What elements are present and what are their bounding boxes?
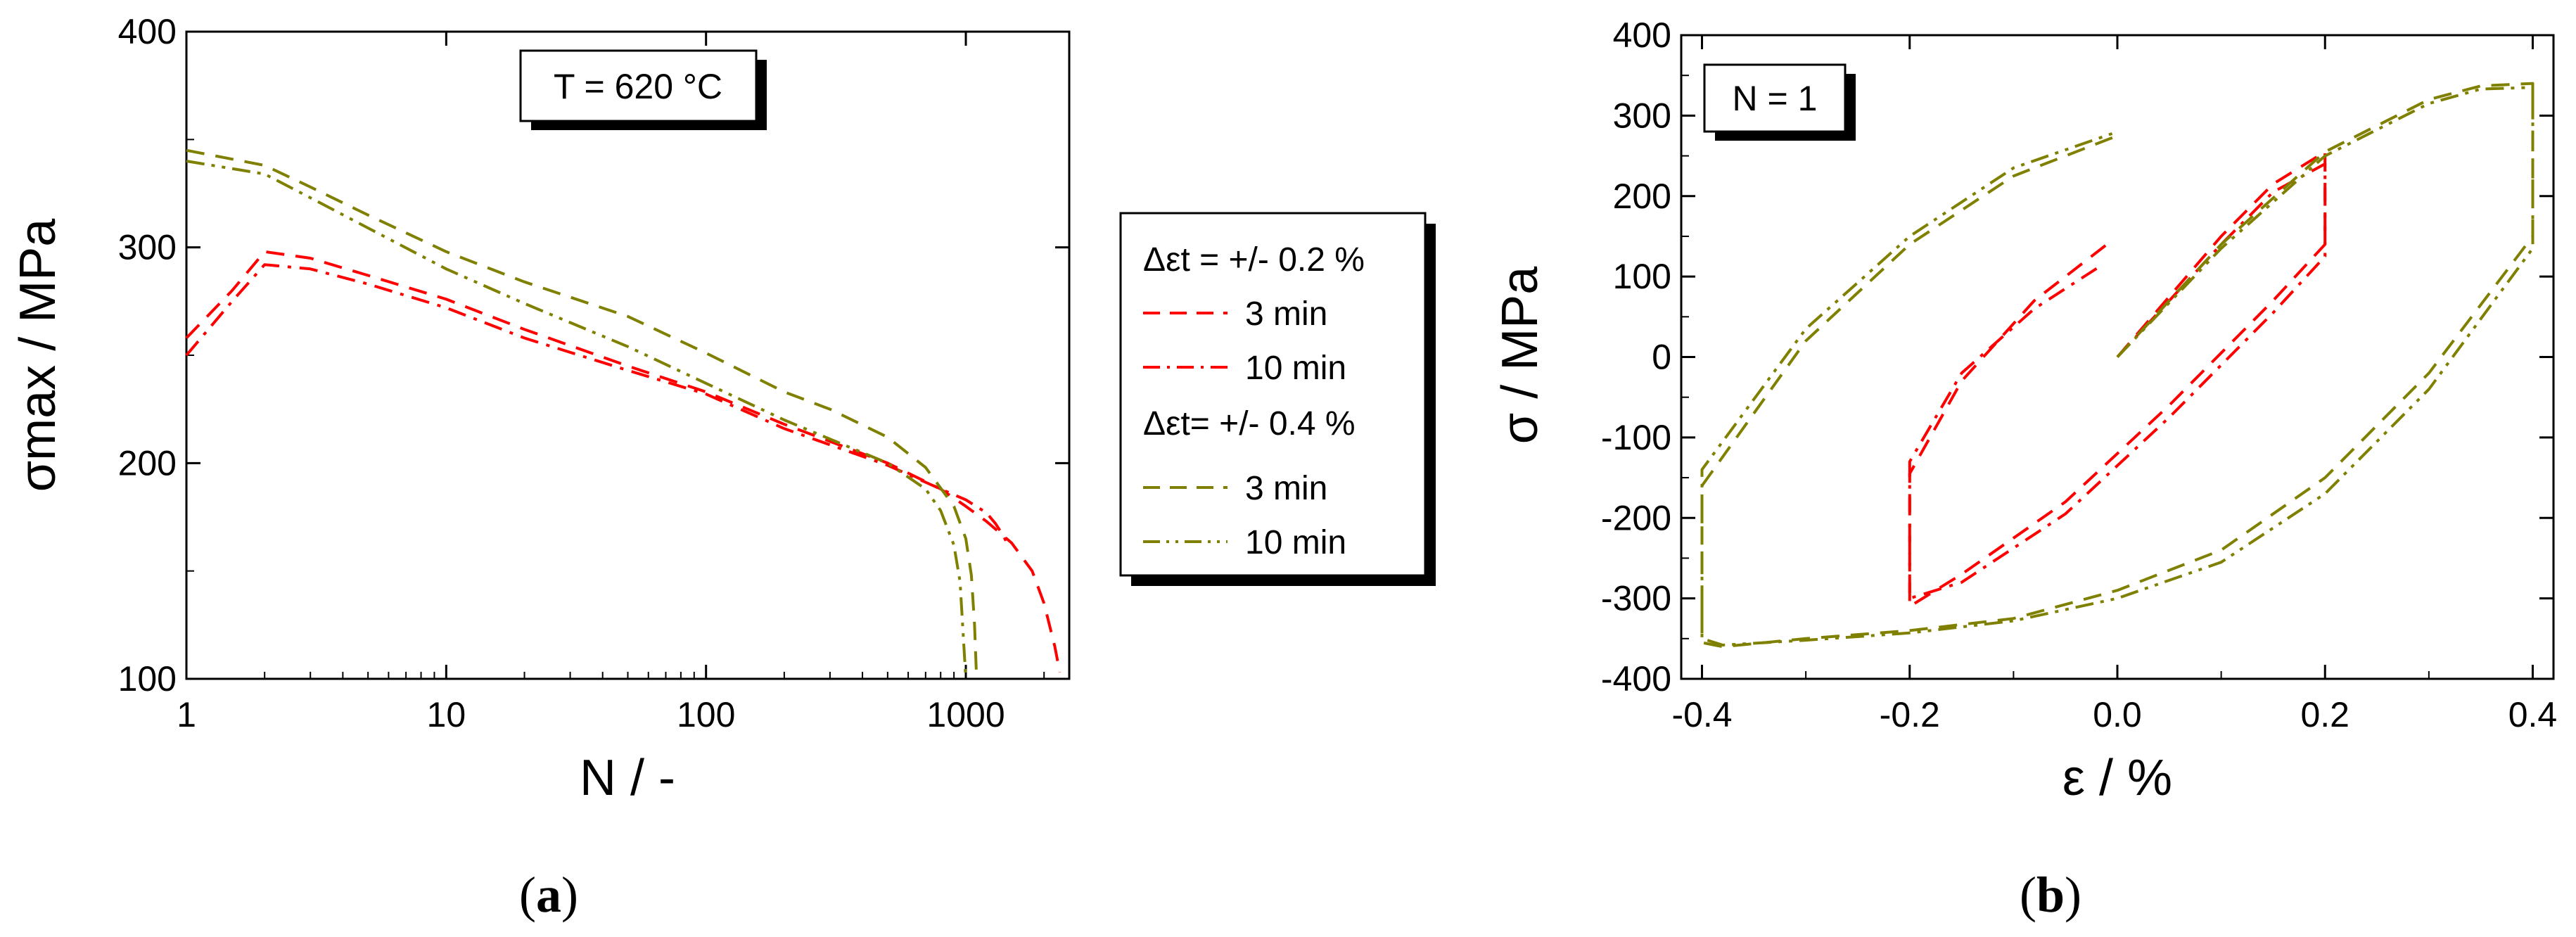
axis-ticks-a	[185, 30, 1069, 680]
y-tick-label-b-0: -400	[1601, 659, 1671, 699]
annotation-b: N = 1	[1703, 63, 1856, 141]
tick-labels-b: -0.4 -0.2 0.0 0.2 0.4 -400 -300 -200 -100 0 100 200…	[1601, 15, 2557, 734]
series-line-a-0	[185, 250, 1061, 673]
annotation-text-a: T = 620 °C	[554, 67, 722, 106]
x-tick-label-b-1: -0.2	[1880, 695, 1940, 734]
legend-header-2: Δεt= +/- 0.4 %	[1143, 405, 1356, 442]
panel-label-b-letter: b	[2036, 867, 2065, 923]
y-tick-label-b-8: 400	[1613, 15, 1671, 55]
legend: Δεt = +/- 0.2 % 3 min 10 min Δεt= +/- 0.…	[1119, 212, 1436, 586]
annotation-box-a	[519, 49, 758, 122]
axis-ticks-b	[1681, 34, 2553, 680]
y-tick-label-b-4: 0	[1652, 338, 1671, 377]
x-axis-label-a: N / -	[580, 750, 675, 806]
legend-header-1: Δεt = +/- 0.2 %	[1143, 241, 1365, 279]
annotation-text-b: N = 1	[1733, 79, 1818, 118]
series-line-a-1	[185, 263, 1009, 546]
y-tick-label-b-7: 300	[1613, 96, 1671, 135]
legend-entry-3: 3 min	[1245, 470, 1327, 507]
y-tick-label-b-1: -300	[1601, 579, 1671, 618]
plot-area-a	[185, 30, 1071, 680]
x-tick-label-b-0: -0.4	[1671, 695, 1732, 734]
legend-box	[1119, 212, 1427, 577]
panel-label-a-letter: a	[536, 867, 561, 923]
series-line-b-1	[1908, 162, 2327, 600]
y-tick-label-b-2: -200	[1601, 498, 1671, 537]
y-axis-label-a: σmax / MPa	[10, 218, 66, 492]
series-line-b-2	[1700, 82, 2534, 649]
y-tick-label-a-2: 300	[118, 228, 177, 267]
y-tick-label-b-5: 100	[1613, 257, 1671, 296]
y-tick-label-a-3: 400	[118, 12, 177, 51]
tick-labels-a: 1 10 100 1000 100 200 300 400	[118, 12, 1005, 734]
legend-entry-1: 3 min	[1245, 295, 1327, 333]
y-tick-label-a-1: 200	[118, 443, 177, 483]
x-tick-label-a-0: 1	[177, 695, 196, 734]
legend-entry-4: 10 min	[1245, 524, 1346, 561]
series-group-a	[185, 148, 1061, 680]
x-tick-label-b-4: 0.4	[2508, 695, 2558, 734]
series-line-a-2	[186, 148, 978, 680]
panel-label-b: (b)	[2020, 867, 2081, 923]
series-line-a-3	[186, 160, 967, 680]
panel-b: -0.4 -0.2 0.0 0.2 0.4 -400 -300 -200 -100 0 100 200…	[1492, 15, 2557, 923]
x-tick-label-b-3: 0.2	[2300, 695, 2349, 734]
x-tick-label-a-1: 10	[427, 695, 466, 734]
x-tick-label-b-2: 0.0	[2093, 695, 2142, 734]
legend-entry-2: 10 min	[1245, 350, 1346, 387]
series-group-b	[1700, 82, 2534, 649]
series-line-b-0	[1908, 150, 2327, 608]
series-line-b-3	[1700, 86, 2534, 646]
x-tick-label-a-2: 100	[677, 695, 735, 734]
x-axis-label-b: ε / %	[2062, 750, 2172, 806]
y-axis-label-b: σ / MPa	[1492, 266, 1548, 444]
y-tick-label-b-3: -100	[1601, 418, 1671, 457]
y-tick-label-b-6: 200	[1613, 177, 1671, 216]
y-tick-label-a-0: 100	[118, 659, 177, 699]
annotation-a: T = 620 °C	[519, 49, 767, 130]
annotation-box-b	[1703, 63, 1847, 133]
x-tick-label-a-3: 1000	[926, 695, 1005, 734]
panel-label-a: (a)	[519, 867, 578, 923]
